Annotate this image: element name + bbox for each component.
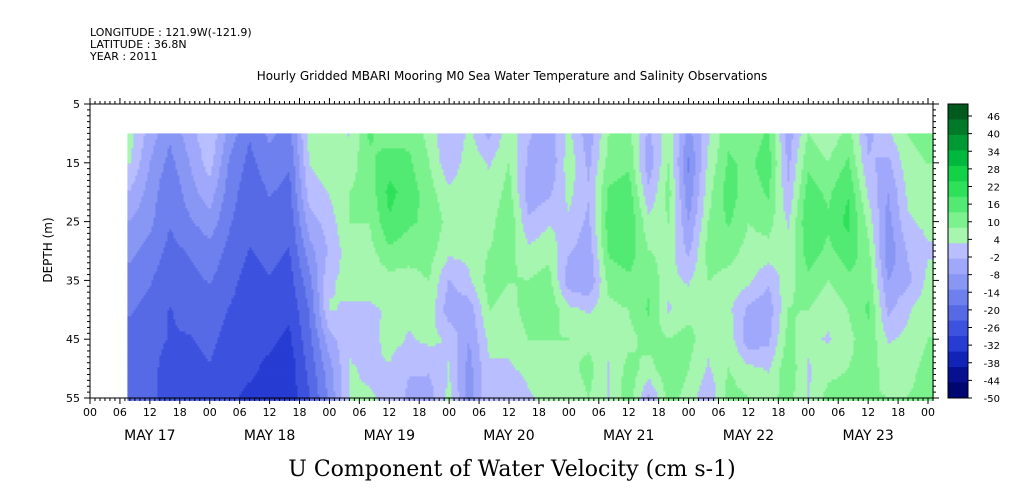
heatmap-area xyxy=(127,133,933,400)
year-label: YEAR : 2011 xyxy=(89,50,158,63)
chart-title: Hourly Gridded MBARI Mooring M0 Sea Wate… xyxy=(257,69,768,83)
